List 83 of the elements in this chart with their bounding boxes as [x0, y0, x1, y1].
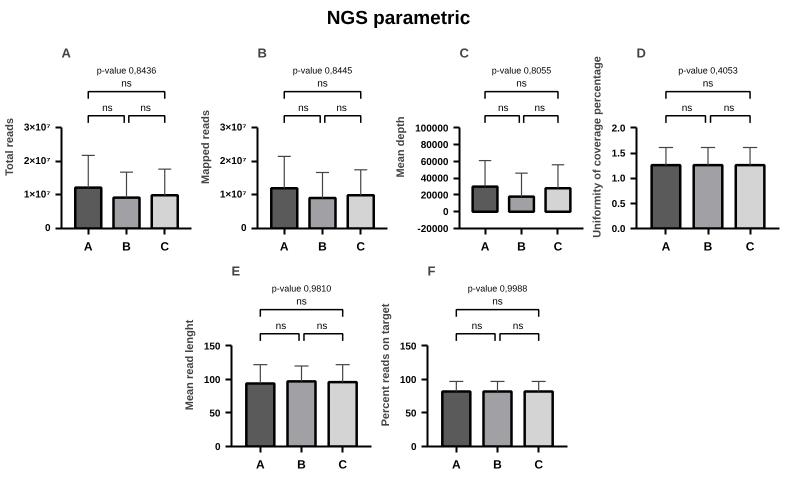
text: ns [498, 102, 509, 114]
x-tick-label: C [746, 240, 755, 254]
x-tick-label: B [122, 240, 132, 254]
x-tick-label: C [338, 458, 348, 472]
text: ns [492, 296, 503, 308]
x-tick-label: C [160, 240, 170, 254]
text: p-value 0,9810 [272, 284, 332, 294]
y-axis-title: Percent reads on target [380, 303, 392, 426]
y-tick-label: 100 [204, 374, 221, 386]
text: ns [472, 320, 482, 332]
text: ns [276, 320, 286, 332]
y-tick-label: 80000 [420, 140, 449, 152]
y-tick-label: 3×10⁷ [24, 122, 51, 134]
chart-title: F [428, 264, 436, 278]
text: ns [336, 102, 347, 114]
x-tick-label: B [517, 240, 526, 254]
y-tick-label: 0.5 [612, 198, 626, 210]
text: ns [702, 78, 714, 90]
x-tick-label: B [493, 458, 502, 472]
x-tick-label: C [554, 240, 563, 254]
x-tick-label: C [534, 458, 544, 472]
y-tick-label: 50 [405, 408, 417, 420]
chart-title: E [232, 264, 240, 278]
text: ns [298, 102, 309, 114]
x-tick-label: A [452, 458, 461, 472]
text: ns [121, 78, 132, 90]
y-tick-label: 150 [400, 341, 417, 352]
y-tick-label: 100 [400, 374, 417, 386]
x-tick-label: A [662, 240, 671, 254]
y-tick-label: 0 [44, 223, 51, 234]
y-tick-label: 1×10⁷ [24, 189, 51, 200]
y-tick-label: 20000 [420, 190, 449, 202]
y-tick-label: 1.0 [612, 174, 626, 185]
y-axis-title: Mean depth [395, 116, 408, 178]
x-tick-label: A [480, 240, 490, 254]
y-tick-label: 0 [442, 207, 449, 218]
chart-title: A [62, 46, 72, 60]
text: ns [512, 320, 524, 332]
y-tick-label: 50 [209, 408, 221, 420]
x-tick-label: A [280, 240, 289, 254]
y-axis-title: Mean read lenght [184, 319, 196, 410]
y-axis-title: Mapped reads [200, 110, 212, 184]
text: ns [296, 296, 307, 308]
text: ns [516, 78, 527, 90]
y-axis-title: Total reads [4, 118, 16, 176]
text: p-value 0,8436 [96, 66, 156, 76]
y-tick-label: 2×10⁷ [24, 156, 51, 167]
text: p-value 0,4053 [678, 66, 738, 76]
chart-title: D [636, 46, 646, 60]
x-tick-label: A [84, 240, 93, 254]
x-tick-label: B [704, 240, 713, 254]
y-tick-label: 0 [410, 442, 417, 453]
text: ns [140, 102, 151, 114]
text: ns [534, 102, 546, 114]
chart-title: B [258, 46, 267, 60]
text: ns [724, 102, 734, 114]
y-axis-title: Uniformity of coverage percentage [592, 56, 604, 238]
x-tick-label: A [256, 458, 265, 472]
text: p-value 0,8445 [292, 66, 352, 76]
y-tick-label: 2×10⁷ [220, 156, 247, 167]
y-tick-label: 3×10⁷ [220, 122, 247, 134]
y-tick-label: 150 [204, 341, 221, 352]
x-tick-label: B [297, 458, 306, 472]
y-tick-label: 40000 [420, 174, 449, 185]
text: ns [682, 102, 692, 114]
y-tick-label: 1.5 [612, 148, 626, 160]
x-tick-label: B [318, 240, 328, 254]
y-tick-label: -20000 [417, 224, 449, 235]
text: NGS parametric [326, 8, 470, 29]
y-tick-label: 100000 [415, 123, 449, 134]
text: ns [316, 320, 328, 332]
y-tick-label: 0.0 [612, 224, 626, 235]
text: ns [317, 78, 328, 90]
text: ns [102, 102, 113, 114]
y-tick-label: 2.0 [612, 123, 626, 134]
text: p-value 0,8055 [492, 66, 552, 76]
y-tick-label: 60000 [420, 156, 449, 168]
chart-title: C [460, 46, 470, 60]
y-tick-label: 1×10⁷ [220, 189, 247, 200]
text: p-value 0,9988 [468, 284, 528, 294]
x-tick-label: C [356, 240, 366, 254]
y-tick-label: 0 [240, 223, 247, 234]
y-tick-label: 0 [214, 442, 221, 453]
